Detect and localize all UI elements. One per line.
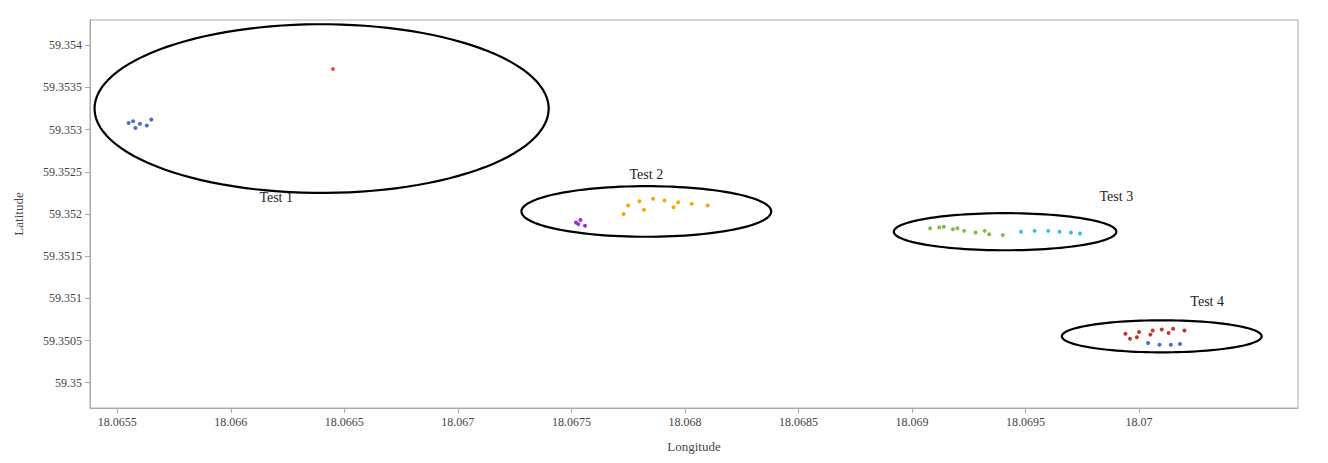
svg-text:Test 3: Test 3 (1100, 189, 1134, 204)
svg-text:Test 4: Test 4 (1190, 294, 1224, 309)
svg-text:18.069: 18.069 (895, 415, 928, 429)
svg-text:Longitude: Longitude (667, 439, 721, 454)
svg-text:Test 2: Test 2 (629, 167, 663, 182)
svg-text:59.3525: 59.3525 (43, 165, 82, 179)
svg-text:59.3505: 59.3505 (43, 334, 82, 348)
svg-text:59.352: 59.352 (49, 207, 82, 221)
svg-text:59.3515: 59.3515 (43, 249, 82, 263)
svg-text:18.0685: 18.0685 (779, 415, 818, 429)
svg-text:59.3535: 59.3535 (43, 80, 82, 94)
svg-text:18.0695: 18.0695 (1006, 415, 1045, 429)
svg-text:18.07: 18.07 (1126, 415, 1153, 429)
svg-text:18.0665: 18.0665 (325, 415, 364, 429)
svg-text:59.354: 59.354 (49, 38, 82, 52)
svg-text:Latitude: Latitude (11, 192, 26, 236)
svg-text:18.0655: 18.0655 (98, 415, 137, 429)
svg-text:18.066: 18.066 (214, 415, 247, 429)
svg-text:18.067: 18.067 (441, 415, 474, 429)
svg-text:18.068: 18.068 (668, 415, 701, 429)
svg-text:59.353: 59.353 (49, 123, 82, 137)
svg-text:59.351: 59.351 (49, 291, 82, 305)
svg-text:Test 1: Test 1 (259, 190, 293, 205)
svg-text:59.35: 59.35 (55, 376, 82, 390)
svg-text:18.0675: 18.0675 (552, 415, 591, 429)
